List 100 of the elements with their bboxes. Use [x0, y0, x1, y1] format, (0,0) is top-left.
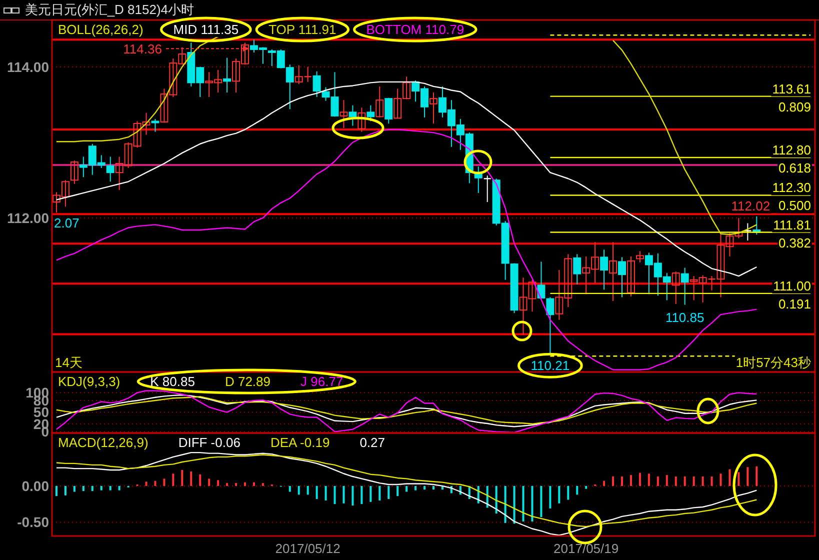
annotation: 112.02 — [731, 198, 770, 214]
bar — [118, 486, 120, 490]
bar — [252, 482, 255, 486]
series-label: 0.382 — [778, 235, 811, 250]
bar — [190, 471, 192, 486]
line-series — [56, 390, 758, 433]
bar — [306, 486, 309, 495]
bar — [638, 472, 641, 486]
bar — [82, 486, 84, 492]
bar — [684, 476, 686, 486]
text: MID 111.35 — [173, 22, 239, 37]
candlestick — [312, 70, 321, 98]
bar — [298, 486, 300, 495]
bar — [558, 486, 560, 504]
x-tick-label: 2017/05/19 — [554, 541, 619, 556]
bar — [316, 486, 318, 500]
bar — [145, 482, 148, 486]
bar — [746, 467, 749, 486]
series-label: 0.618 — [778, 160, 811, 176]
bar — [262, 483, 264, 486]
candlestick — [573, 254, 582, 285]
text: BOTTOM 110.79 — [366, 22, 464, 37]
bar — [370, 486, 372, 502]
chart-title: 美元日元(外汇_D 8152)4小时 — [25, 2, 194, 17]
bar — [100, 486, 102, 490]
bar — [378, 486, 381, 500]
series-label: DIFF -0.06 — [178, 435, 240, 450]
bar — [522, 486, 524, 522]
bar — [199, 474, 202, 486]
candlestick — [366, 104, 375, 122]
bar — [576, 486, 578, 495]
bar — [352, 486, 354, 506]
y-tick-label: 112.00 — [6, 210, 50, 226]
candlestick — [618, 256, 626, 298]
bar — [648, 474, 650, 486]
legend-title: BOLL(26,26,2) — [58, 22, 144, 37]
bar — [172, 474, 174, 486]
annotation: 0.27 — [360, 435, 386, 450]
candlestick — [600, 249, 608, 290]
bar — [288, 486, 291, 492]
candlestick — [430, 92, 438, 124]
bar — [738, 472, 740, 486]
bar — [612, 476, 614, 486]
series-label: 0.191 — [778, 296, 811, 312]
series-label: D 72.89 — [224, 374, 271, 389]
line-series — [56, 454, 758, 528]
data-label: 113.61 — [772, 81, 811, 96]
candlestick — [744, 222, 752, 242]
bar — [621, 476, 624, 486]
bar — [163, 478, 166, 486]
candlestick — [384, 97, 393, 124]
series-label: 0.809 — [778, 99, 811, 114]
y-tick-label: 50 — [33, 404, 50, 420]
y-tick-label: 114.00 — [6, 58, 50, 75]
bar — [154, 480, 156, 486]
candlestick — [609, 242, 618, 302]
annotation: 1时57分43秒 — [736, 355, 811, 370]
bar — [91, 486, 94, 492]
x-tick-label: 2017/05/12 — [275, 541, 340, 556]
bar — [702, 476, 704, 486]
y-tick-label: -0.50 — [17, 514, 50, 530]
annotation: 110.85 — [665, 310, 704, 325]
bar — [55, 486, 58, 496]
candlestick — [636, 250, 644, 263]
bar — [396, 486, 399, 496]
bar — [666, 475, 668, 486]
bar — [217, 480, 220, 486]
candlestick — [626, 256, 635, 297]
bar — [342, 486, 345, 504]
y-tick-label: 0.00 — [22, 478, 50, 494]
candlestick — [358, 107, 366, 132]
bar — [531, 486, 534, 522]
bar — [208, 478, 210, 486]
candlestick — [680, 267, 689, 306]
bar — [603, 480, 606, 486]
candlestick — [340, 100, 348, 129]
bar — [414, 486, 417, 490]
bar — [181, 470, 184, 486]
bar — [235, 483, 238, 486]
bar — [324, 486, 327, 500]
bar — [109, 486, 112, 490]
bar — [549, 486, 552, 508]
candlestick — [151, 118, 160, 132]
text: TOP 111.91 — [268, 22, 336, 37]
text: J 96.77 — [300, 374, 344, 389]
annotation: 114.36 — [123, 42, 162, 57]
candlestick — [70, 160, 78, 184]
data-label: 111.81 — [773, 217, 811, 232]
bar — [720, 474, 722, 486]
bar — [674, 476, 677, 486]
bar — [388, 486, 390, 500]
bar — [710, 476, 713, 486]
bar — [424, 486, 426, 490]
bar — [64, 486, 66, 496]
series-label: 0.500 — [778, 198, 811, 214]
bar — [244, 482, 246, 486]
bar — [756, 466, 758, 486]
series-label: DEA -0.19 — [270, 435, 330, 450]
bar — [360, 486, 363, 504]
bar — [692, 476, 695, 486]
